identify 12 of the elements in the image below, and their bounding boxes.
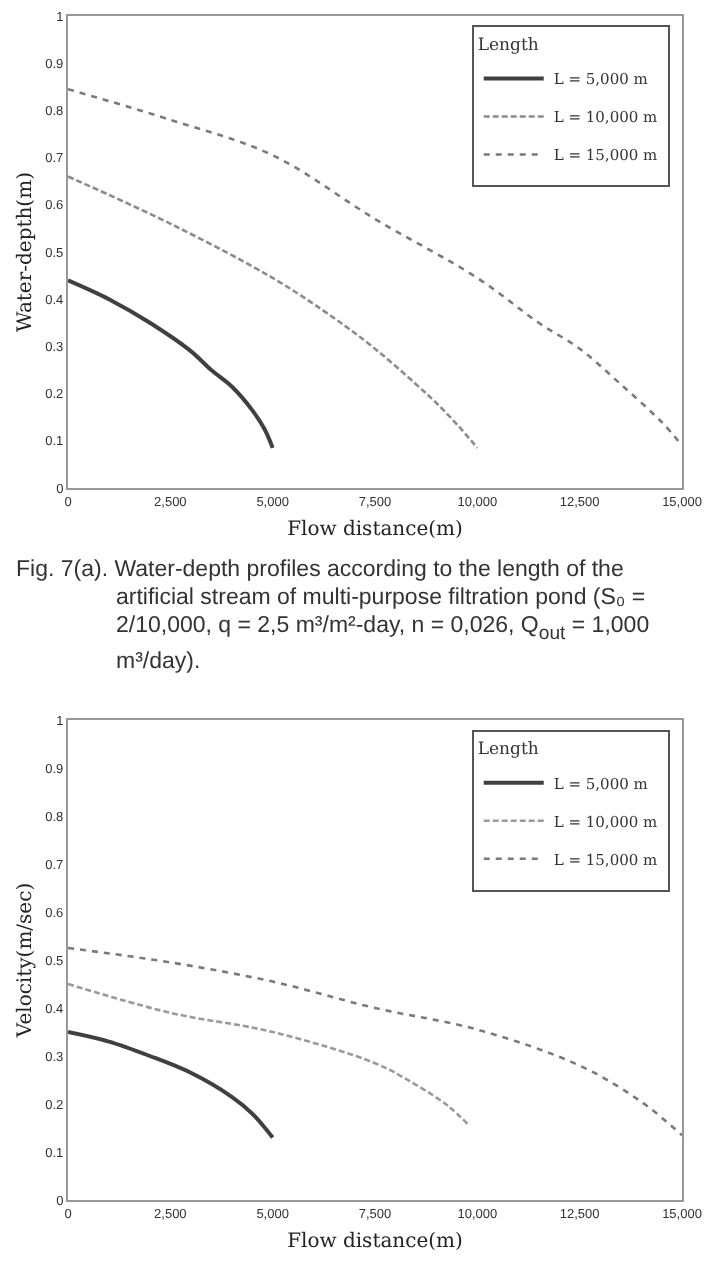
line-series (68, 87, 682, 447)
line-series (68, 947, 682, 1138)
line-series (68, 278, 275, 450)
y-axis-title: Velocity(m/sec) (15, 883, 38, 1040)
y-axis-title: Water-depth(m) (15, 171, 38, 332)
line-series (68, 175, 479, 450)
text: Fig. 7(a). Water-depth profiles according to the length of the artificial stream of multi-purpose filtration pond (S₀ = 2/10,000, q = 2,5 m³/m²-day, n = 0,026, Q$_{out}$ = 1,000 m³/day). (16, 558, 650, 675)
legend-title: Length (477, 35, 540, 56)
x-axis-title: Flow distance(m) (287, 1231, 464, 1254)
x-axis-title: Flow distance(m) (287, 518, 464, 541)
legend-title: Length (477, 740, 540, 761)
line-series (68, 1030, 275, 1141)
